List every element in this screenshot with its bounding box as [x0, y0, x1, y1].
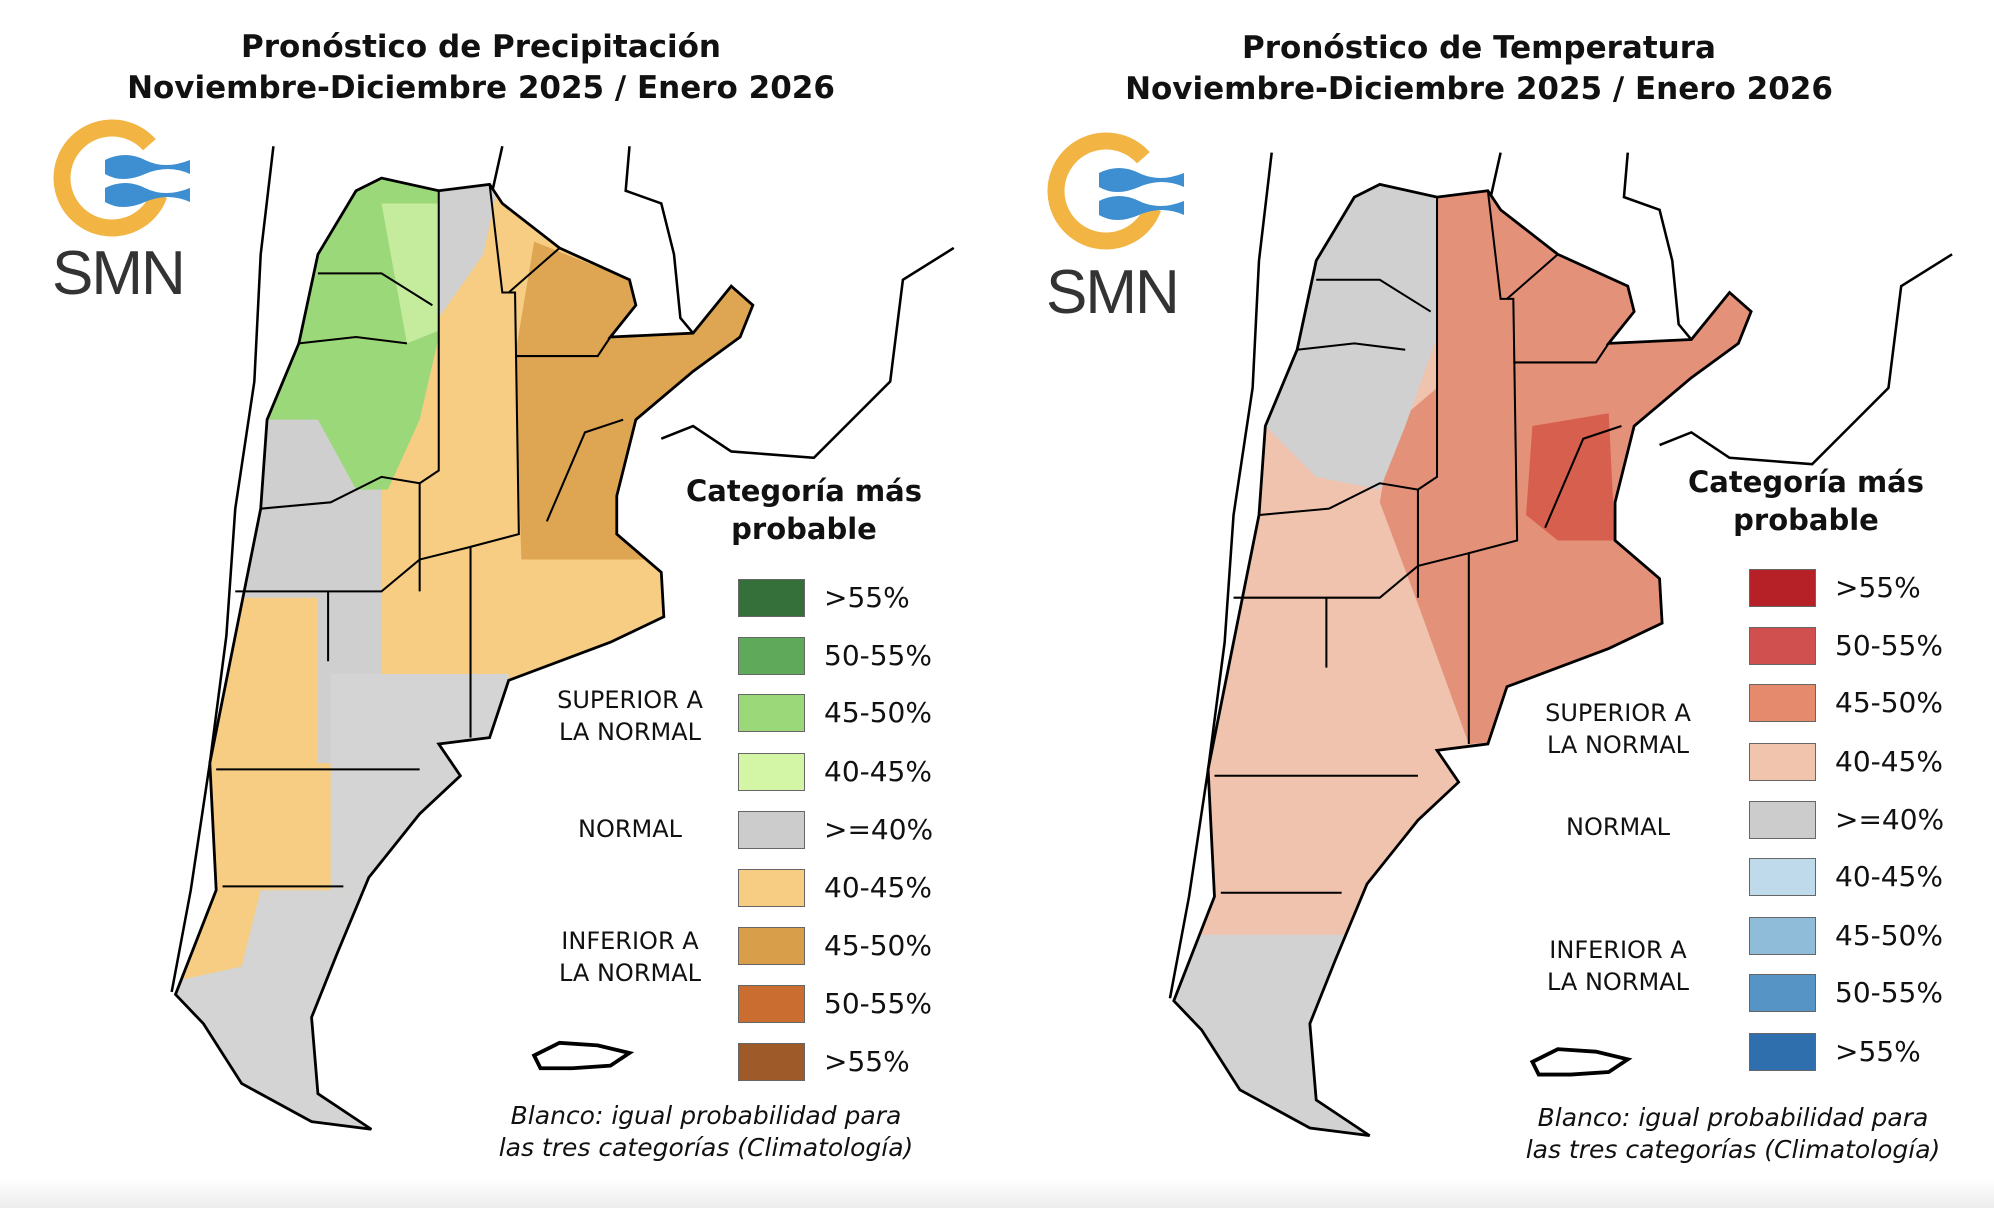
legend-label: 45-50%: [1835, 919, 1943, 952]
legend-swatch: [738, 927, 805, 965]
temperature-category-normal: NORMAL: [1565, 813, 1671, 841]
footnote-line1: Blanco: igual probabilidad para: [1537, 1103, 1929, 1132]
temperature-title-line1: Pronóstico de Temperatura: [1242, 30, 1716, 66]
legend-swatch: [738, 1043, 805, 1081]
legend-swatch: [1749, 974, 1816, 1012]
legend-swatch: [738, 869, 805, 907]
legend-label: 50-55%: [824, 987, 932, 1020]
smn-logo-text-left: SMN: [52, 239, 186, 308]
legend-label: >55%: [1835, 571, 1921, 604]
legend-title-line1: Categoría más: [685, 474, 923, 508]
temperature-title-line2: Noviembre-Diciembre 2025 / Enero 2026: [1125, 71, 1833, 107]
temperature-category-below: INFERIOR A LA NORMAL: [1547, 934, 1689, 998]
temperature-footnote: Blanco: igual probabilidad para las tres…: [1526, 1102, 1941, 1166]
legend-label: 40-45%: [1835, 745, 1943, 778]
legend-label: 40-45%: [824, 871, 932, 904]
temperature-legend-title: Categoría más probable: [1688, 463, 1924, 539]
temperature-category-above: SUPERIOR A LA NORMAL: [1545, 697, 1691, 761]
category-below-line1: INFERIOR A: [561, 927, 699, 955]
legend-swatch: [738, 694, 805, 732]
legend-swatch: [738, 985, 805, 1023]
legend-swatch: [1749, 801, 1816, 839]
legend-swatch: [738, 579, 805, 617]
category-below-line1: INFERIOR A: [1549, 936, 1687, 964]
category-above-line2: LA NORMAL: [559, 718, 701, 746]
legend-swatch: [1749, 917, 1816, 955]
legend-swatch: [1749, 743, 1816, 781]
legend-label: 50-55%: [824, 639, 932, 672]
legend-label: >=40%: [824, 813, 934, 846]
legend-label: >=40%: [1835, 803, 1945, 836]
legend-label: 50-55%: [1835, 629, 1943, 662]
precipitation-footnote: Blanco: igual probabilidad para las tres…: [499, 1100, 914, 1164]
legend-swatch: [738, 637, 805, 675]
legend-swatch: [1749, 627, 1816, 665]
category-below-line2: LA NORMAL: [559, 959, 701, 987]
smn-logo-right: [1047, 132, 1184, 250]
category-below-line2: LA NORMAL: [1547, 968, 1689, 996]
legend-label: 45-50%: [1835, 686, 1943, 719]
footnote-line2: las tres categorías (Climatología): [1525, 1135, 1941, 1164]
precipitation-title: Pronóstico de Precipitación Noviembre-Di…: [127, 27, 835, 109]
precipitation-title-line1: Pronóstico de Precipitación: [240, 29, 721, 65]
precipitation-title-line2: Noviembre-Diciembre 2025 / Enero 2026: [127, 70, 835, 106]
legend-label: 40-45%: [1835, 860, 1943, 893]
smn-logo-text-right: SMN: [1046, 258, 1180, 327]
category-above-line1: SUPERIOR A: [1545, 699, 1691, 727]
legend-title-line1: Categoría más: [1687, 465, 1925, 499]
legend-title-line2: probable: [731, 512, 877, 546]
footnote-line2: las tres categorías (Climatología): [498, 1133, 914, 1162]
legend-label: >55%: [1835, 1035, 1921, 1068]
precipitation-category-normal: NORMAL: [577, 815, 683, 843]
legend-swatch: [1749, 858, 1816, 896]
legend-label: 45-50%: [824, 929, 932, 962]
legend-swatch: [1749, 684, 1816, 722]
legend-swatch: [738, 753, 805, 791]
footnote-line1: Blanco: igual probabilidad para: [510, 1101, 902, 1130]
bottom-edge: [0, 1180, 1994, 1208]
legend-swatch: [1749, 569, 1816, 607]
precipitation-category-below: INFERIOR A LA NORMAL: [559, 925, 701, 989]
legend-label: >55%: [824, 1045, 910, 1078]
legend-label: 50-55%: [1835, 976, 1943, 1009]
legend-label: 45-50%: [824, 696, 932, 729]
legend-swatch: [1749, 1033, 1816, 1071]
legend-swatch: [738, 811, 805, 849]
smn-logo-left: [53, 119, 190, 237]
legend-label: >55%: [824, 581, 910, 614]
precipitation-legend-title: Categoría más probable: [686, 472, 922, 548]
category-above-line2: LA NORMAL: [1547, 731, 1689, 759]
legend-title-line2: probable: [1733, 503, 1879, 537]
category-above-line1: SUPERIOR A: [557, 686, 703, 714]
temperature-map: [1168, 151, 1954, 1138]
precipitation-category-above: SUPERIOR A LA NORMAL: [557, 684, 703, 748]
legend-label: 40-45%: [824, 755, 932, 788]
temperature-title: Pronóstico de Temperatura Noviembre-Dici…: [1125, 28, 1833, 110]
